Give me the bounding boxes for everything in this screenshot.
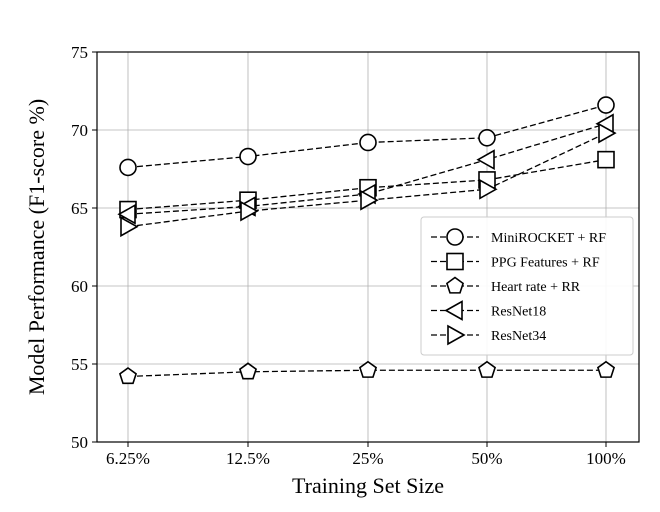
- legend-marker: [445, 276, 465, 294]
- x-axis: 6.25% 12.5% 25% 50% 100%: [106, 442, 626, 468]
- y-tick-label: 75: [71, 43, 88, 62]
- data-point: [119, 158, 137, 177]
- y-tick-label: 65: [71, 199, 88, 218]
- y-tick-label: 50: [71, 433, 88, 452]
- data-point: [477, 360, 497, 378]
- series-line: [127, 123, 607, 215]
- data-point: [117, 203, 136, 225]
- x-tick-label: 100%: [586, 449, 626, 468]
- legend-label: Heart rate + RR: [491, 280, 581, 295]
- legend-item: PPG Features + RF: [431, 252, 600, 271]
- data-point: [120, 216, 139, 238]
- data-point: [476, 149, 495, 171]
- data-point: [240, 200, 259, 222]
- legend-box: [420, 216, 634, 356]
- data-point: [597, 96, 615, 114]
- series-line: [127, 104, 607, 169]
- x-tick-label: 25%: [352, 449, 383, 468]
- series-line: [127, 158, 607, 211]
- series: [119, 150, 615, 219]
- legend-item: Heart rate + RR: [431, 276, 581, 295]
- x-tick-label: 6.25%: [106, 449, 150, 468]
- legend-label: ResNet18: [491, 305, 546, 320]
- data-point: [358, 360, 378, 378]
- legend-marker: [446, 228, 464, 246]
- data-point: [597, 150, 615, 169]
- data-point: [596, 360, 616, 378]
- data-point: [118, 366, 138, 385]
- series-line: [127, 369, 606, 378]
- legend-marker: [444, 300, 463, 321]
- data-point: [239, 147, 257, 166]
- legend-label: MiniROCKET + RF: [491, 231, 606, 246]
- legend: MiniROCKET + RF PPG Features + RF Heart ra…: [420, 216, 634, 356]
- legend-label: ResNet34: [491, 329, 546, 344]
- y-tick-label: 60: [71, 277, 88, 296]
- y-tick-label: 70: [71, 121, 88, 140]
- y-axis-label: Model Performance (F1-score %): [24, 99, 49, 395]
- legend-item: ResNet18: [431, 300, 546, 321]
- x-axis-label: Training Set Size: [292, 473, 444, 498]
- data-point: [238, 362, 258, 380]
- legend-marker: [447, 324, 466, 346]
- y-axis: 50 55 60 65 70 75: [71, 43, 97, 452]
- y-tick-label: 55: [71, 355, 88, 374]
- series: [120, 122, 617, 238]
- legend-item: MiniROCKET + RF: [431, 228, 606, 246]
- series: [118, 360, 616, 385]
- series: [119, 96, 615, 177]
- series-layer: [117, 96, 617, 385]
- x-tick-label: 12.5%: [226, 449, 270, 468]
- data-point: [478, 129, 496, 147]
- legend-label: PPG Features + RF: [491, 256, 600, 271]
- data-point: [479, 178, 498, 200]
- data-point: [359, 133, 377, 152]
- data-point: [598, 122, 617, 144]
- legend-marker: [446, 252, 464, 271]
- data-point: [360, 189, 379, 211]
- legend-item: ResNet34: [431, 324, 546, 346]
- x-tick-label: 50%: [471, 449, 502, 468]
